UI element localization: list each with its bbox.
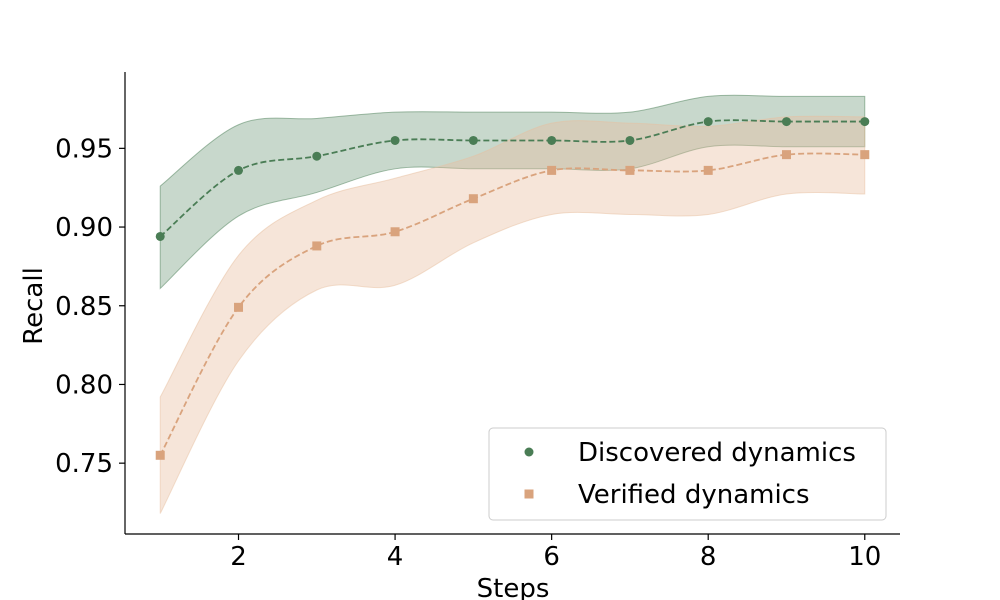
discovered-line <box>159 119 865 238</box>
y-tick-label: 0.90 <box>55 213 113 243</box>
verified-point <box>390 227 400 237</box>
y-tick-label: 0.85 <box>55 292 113 322</box>
x-tick-label: 2 <box>230 542 247 572</box>
discovered-point <box>547 135 557 145</box>
x-tick-label: 6 <box>543 542 560 572</box>
y-tick-label: 0.80 <box>55 370 113 400</box>
legend-marker-circle <box>524 447 534 457</box>
legend-label: Verified dynamics <box>578 480 810 510</box>
verified-point <box>155 450 165 460</box>
verified-point <box>703 165 713 175</box>
x-tick-label: 8 <box>700 542 717 572</box>
verified-point <box>312 241 322 251</box>
discovered-point <box>390 135 400 145</box>
verified-point <box>547 165 557 175</box>
legend: Discovered dynamics Verified dynamics <box>488 427 887 521</box>
x-tick-label: 10 <box>848 542 881 572</box>
verified-point <box>468 194 478 204</box>
verified-point <box>781 150 791 160</box>
discovered-point <box>860 117 870 127</box>
legend-label: Discovered dynamics <box>578 438 856 468</box>
verified-point <box>860 150 870 160</box>
discovered-point <box>781 117 791 127</box>
verified-confidence-band <box>159 115 866 514</box>
discovered-point <box>625 135 635 145</box>
x-tick-label: 4 <box>387 542 404 572</box>
y-tick-label: 0.75 <box>55 449 113 479</box>
discovered-point <box>703 117 713 127</box>
discovered-point <box>312 151 322 161</box>
discovered-point <box>155 231 165 241</box>
discovered-point <box>234 165 244 175</box>
verified-line <box>159 152 865 456</box>
legend-marker-square <box>524 489 534 499</box>
discovered-point <box>468 135 478 145</box>
verified-point <box>625 165 635 175</box>
legend-box <box>488 427 887 521</box>
y-tick-label: 0.95 <box>55 134 113 164</box>
verified-point <box>234 302 244 312</box>
x-axis-label: Steps <box>477 574 550 600</box>
y-axis-label: Recall <box>19 267 49 345</box>
